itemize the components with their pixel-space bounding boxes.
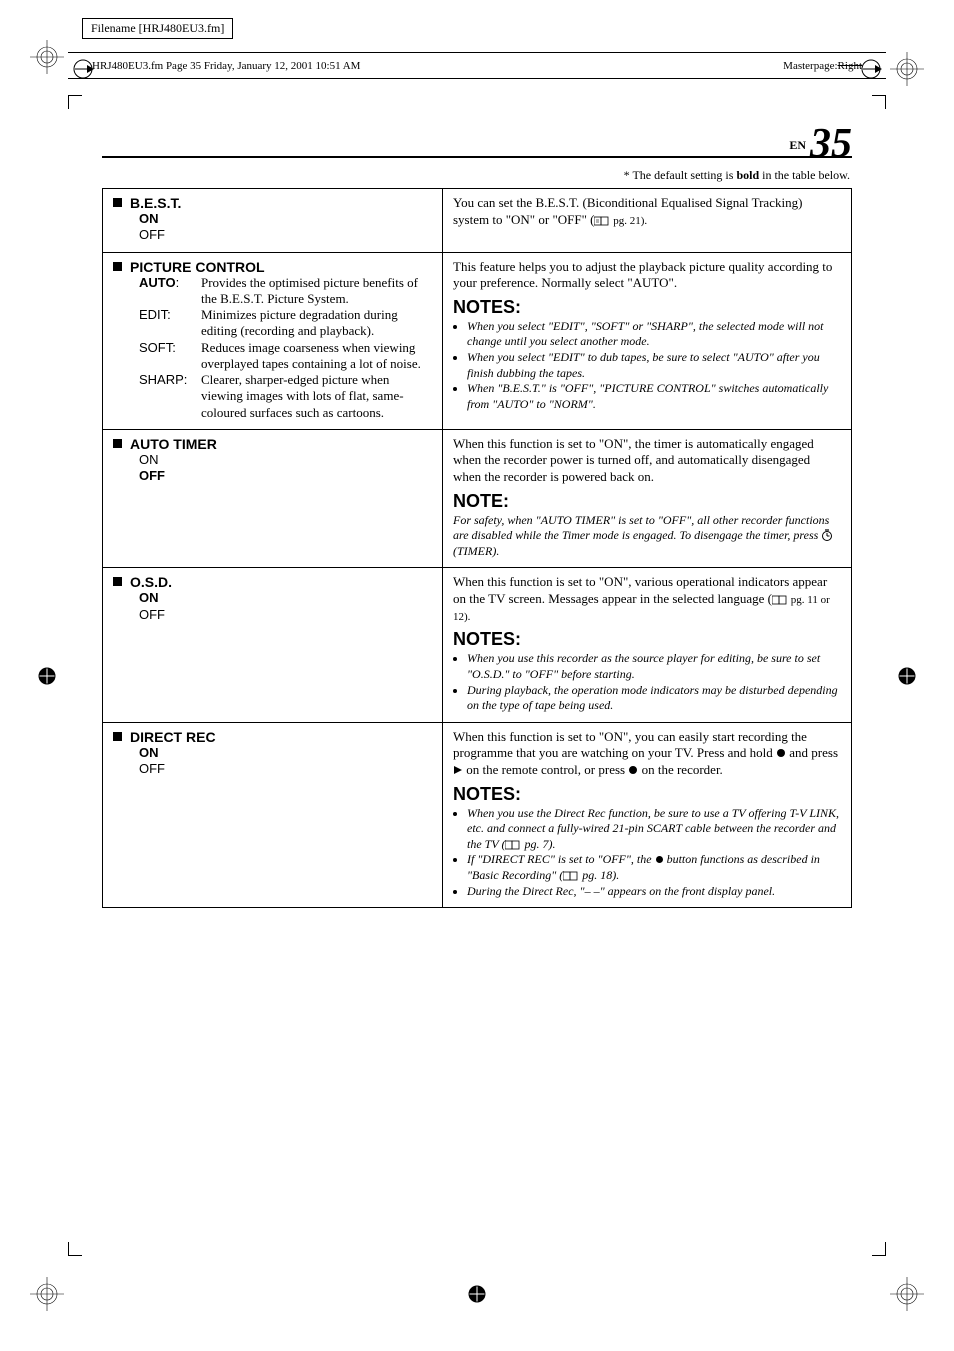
- pc-desc: Provides the optimised picture benefits …: [201, 275, 432, 308]
- setting-desc: When this function is set to "ON", the t…: [453, 436, 841, 486]
- setting-left-cell: O.S.D. ON OFF: [103, 568, 443, 722]
- record-icon: [628, 765, 638, 775]
- option-list: ON OFF: [139, 211, 432, 244]
- note-item: When you use this recorder as the source…: [467, 651, 841, 682]
- option-list: ON OFF: [139, 590, 432, 623]
- page-ref-icon: [594, 216, 610, 226]
- page-lang-label: EN: [789, 138, 806, 152]
- play-icon: [453, 765, 463, 775]
- setting-title-osd: O.S.D.: [113, 574, 432, 590]
- pc-label-auto: AUTO: [139, 275, 176, 290]
- table-row: DIRECT REC ON OFF When this function is …: [103, 722, 852, 907]
- folio-left-text: HRJ480EU3.fm Page 35 Friday, January 12,…: [92, 60, 360, 72]
- framemaker-icon-left: [72, 58, 94, 80]
- setting-desc: When this function is set to "ON", you c…: [453, 729, 841, 779]
- setting-right-cell: When this function is set to "ON", vario…: [443, 568, 852, 722]
- crop-target-right: [890, 659, 924, 693]
- setting-right-cell: This feature helps you to adjust the pla…: [443, 252, 852, 429]
- default-setting-note: * The default setting is bold in the tab…: [624, 168, 850, 183]
- option-off: OFF: [139, 468, 165, 483]
- crop-target-tr: [890, 52, 924, 86]
- option-on: ON: [139, 745, 159, 760]
- crop-target-bl: [30, 1277, 64, 1311]
- option-on: ON: [139, 590, 159, 605]
- settings-table: B.E.S.T. ON OFF You can set the B.E.S.T.…: [102, 188, 852, 908]
- page-ref-icon: [505, 840, 521, 850]
- folio-line: HRJ480EU3.fm Page 35 Friday, January 12,…: [92, 60, 862, 72]
- folio-rule-bottom: [68, 78, 886, 79]
- corner-mark-br: [872, 1242, 886, 1256]
- notes-heading: NOTE:: [453, 490, 841, 513]
- setting-right-cell: You can set the B.E.S.T. (Biconditional …: [443, 189, 852, 253]
- page-number-value: 35: [810, 121, 852, 167]
- header-rule: [102, 156, 852, 158]
- crop-target-bottom: [460, 1277, 494, 1311]
- folio-right-text: Masterpage:Right: [783, 60, 862, 72]
- corner-mark-tl: [68, 95, 82, 109]
- option-off: OFF: [139, 227, 432, 243]
- setting-left-cell: DIRECT REC ON OFF: [103, 722, 443, 907]
- note-item: If "DIRECT REC" is set to "OFF", the but…: [467, 852, 841, 883]
- note-item: When you use the Direct Rec function, be…: [467, 806, 841, 853]
- note-item: During playback, the operation mode indi…: [467, 683, 841, 714]
- record-icon: [655, 855, 664, 864]
- table-row: AUTO TIMER ON OFF When this function is …: [103, 429, 852, 568]
- note-paragraph: For safety, when "AUTO TIMER" is set to …: [453, 513, 841, 560]
- option-on: ON: [139, 452, 432, 468]
- notes-heading: NOTES:: [453, 296, 841, 319]
- setting-title-picture-control: PICTURE CONTROL: [113, 259, 432, 275]
- setting-desc: This feature helps you to adjust the pla…: [453, 259, 841, 292]
- filename-box: Filename [HRJ480EU3.fm]: [82, 18, 233, 39]
- note-item: When you select "EDIT" to dub tapes, be …: [467, 350, 841, 381]
- option-list: ON OFF: [139, 745, 432, 778]
- pc-desc: Minimizes picture degradation during edi…: [201, 307, 432, 340]
- folio-rule-top: [68, 52, 886, 53]
- option-off: OFF: [139, 607, 432, 623]
- setting-title-auto-timer: AUTO TIMER: [113, 436, 432, 452]
- table-row: O.S.D. ON OFF When this function is set …: [103, 568, 852, 722]
- crop-target-left: [30, 659, 64, 693]
- crop-target-tl: [30, 40, 64, 74]
- page-number: EN 35: [789, 120, 852, 168]
- pc-label-soft: SOFT:: [139, 340, 201, 373]
- corner-mark-tr: [872, 95, 886, 109]
- record-icon: [776, 748, 786, 758]
- notes-heading: NOTES:: [453, 783, 841, 806]
- note-item: When you select "EDIT", "SOFT" or "SHARP…: [467, 319, 841, 350]
- table-row: B.E.S.T. ON OFF You can set the B.E.S.T.…: [103, 189, 852, 253]
- setting-desc: When this function is set to "ON", vario…: [453, 574, 841, 624]
- framemaker-icon-right: [860, 58, 882, 80]
- option-off: OFF: [139, 761, 432, 777]
- page-ref-text: pg. 21).: [610, 215, 647, 227]
- notes-list: When you select "EDIT", "SOFT" or "SHARP…: [453, 319, 841, 413]
- pc-label-sharp: SHARP:: [139, 372, 201, 421]
- option-list: ON OFF: [139, 452, 432, 485]
- timer-icon: [821, 529, 833, 541]
- setting-right-cell: When this function is set to "ON", the t…: [443, 429, 852, 568]
- setting-right-cell: When this function is set to "ON", you c…: [443, 722, 852, 907]
- pc-desc: Clearer, sharper-edged picture when view…: [201, 372, 432, 421]
- corner-mark-bl: [68, 1242, 82, 1256]
- setting-title-best: B.E.S.T.: [113, 195, 432, 211]
- setting-left-cell: B.E.S.T. ON OFF: [103, 189, 443, 253]
- setting-left-cell: PICTURE CONTROL AUTO:Provides the optimi…: [103, 252, 443, 429]
- note-item: When "B.E.S.T." is "OFF", "PICTURE CONTR…: [467, 381, 841, 412]
- crop-target-br: [890, 1277, 924, 1311]
- notes-list: When you use the Direct Rec function, be…: [453, 806, 841, 900]
- page-ref-icon: [563, 871, 579, 881]
- note-item: During the Direct Rec, "– –" appears on …: [467, 884, 841, 900]
- setting-title-direct-rec: DIRECT REC: [113, 729, 432, 745]
- notes-list: When you use this recorder as the source…: [453, 651, 841, 713]
- setting-left-cell: AUTO TIMER ON OFF: [103, 429, 443, 568]
- notes-heading: NOTES:: [453, 628, 841, 651]
- option-on: ON: [139, 211, 159, 226]
- page-ref-icon: [772, 595, 788, 605]
- pc-desc: Reduces image coarseness when viewing ov…: [201, 340, 432, 373]
- pc-label-edit: EDIT:: [139, 307, 201, 340]
- table-row: PICTURE CONTROL AUTO:Provides the optimi…: [103, 252, 852, 429]
